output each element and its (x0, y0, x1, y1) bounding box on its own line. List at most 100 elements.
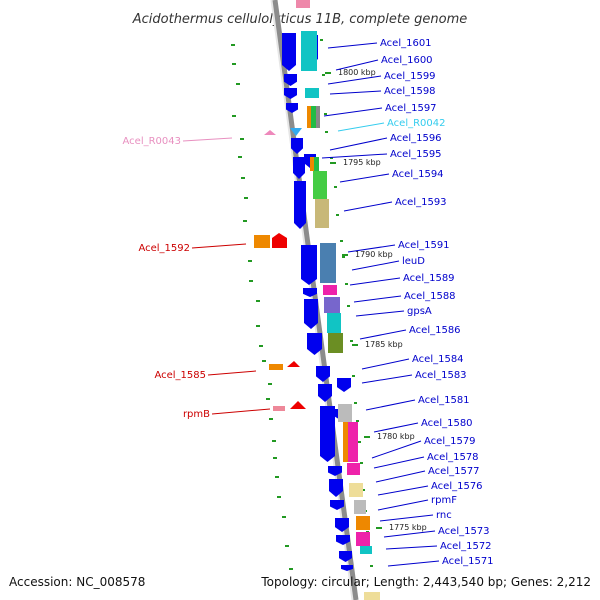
tick-mark (240, 138, 244, 140)
gene-arrow (335, 518, 349, 532)
tick-mark (350, 340, 353, 342)
tick-mark (347, 305, 350, 307)
gene-label: Acel_1579 (424, 436, 476, 447)
kbp-tick (325, 72, 331, 74)
tick-mark (268, 383, 272, 385)
gene-arrow (330, 500, 344, 510)
tick-mark (289, 568, 293, 570)
label-leader-line (323, 107, 383, 117)
category-box (310, 157, 315, 171)
tick-mark (238, 156, 242, 158)
left-feature (272, 233, 287, 248)
tick-mark (342, 256, 345, 258)
tick-mark (320, 39, 323, 41)
category-box (356, 532, 370, 546)
tick-mark (352, 375, 355, 377)
outer-feature-ticks (231, 39, 373, 570)
tick-mark (362, 489, 365, 491)
tick-mark (282, 516, 286, 518)
gene-features (254, 0, 380, 600)
tick-mark (272, 440, 276, 442)
category-box (316, 106, 320, 128)
label-leader-line (321, 153, 388, 159)
gene-label: Acel_1580 (421, 418, 473, 429)
gene-label: rpmB (183, 409, 210, 420)
tick-mark (273, 457, 277, 459)
gene-label: Acel_1599 (384, 71, 436, 82)
gene-label: rnc (436, 510, 452, 521)
label-leader-line (353, 295, 402, 303)
category-box (323, 285, 337, 295)
gene-label: Acel_1597 (385, 103, 437, 114)
gene-arrow (316, 366, 330, 382)
gene-arrow (339, 551, 352, 562)
kbp-tick (342, 254, 348, 256)
category-box (320, 243, 336, 283)
category-box (313, 171, 327, 199)
category-box (364, 592, 380, 600)
tick-mark (334, 186, 337, 188)
gene-arrow (307, 333, 322, 355)
category-box (356, 516, 370, 530)
gene-label: Acel_1581 (418, 395, 470, 406)
category-box (360, 546, 372, 554)
left-feature (264, 130, 276, 135)
label-leader-line (365, 399, 416, 411)
label-leader-line (387, 560, 440, 567)
category-box (349, 483, 363, 497)
gene-arrow (284, 74, 297, 86)
gene-label: Acel_1589 (403, 273, 455, 284)
gene-label: Acel_1596 (390, 133, 442, 144)
tick-mark (269, 418, 273, 420)
gene-label: Acel_1591 (398, 240, 450, 251)
tick-mark (256, 300, 260, 302)
label-leader-line (377, 485, 429, 496)
tick-mark (322, 74, 325, 76)
label-leader-line (373, 456, 425, 469)
gene-arrow (291, 138, 303, 154)
tick-mark (324, 113, 327, 115)
tick-mark (330, 157, 333, 159)
label-leader-line (373, 422, 419, 433)
gene-arrow (337, 378, 351, 392)
gene-label: Acel_1592 (138, 243, 190, 254)
label-leader-line (211, 408, 271, 415)
category-box (348, 422, 358, 462)
kbp-tick (376, 527, 382, 529)
gene-arrow (303, 288, 317, 297)
gene-label: Acel_1583 (415, 370, 467, 381)
label-leader-line (207, 370, 257, 376)
category-box (301, 31, 317, 71)
gene-label: Acel_1593 (395, 197, 447, 208)
left-feature (273, 406, 285, 411)
label-leader-line (191, 243, 247, 249)
gene-labels: Acel_1601 Acel_1600 Acel_1599 Acel_1598 Acel… (123, 38, 494, 567)
gene-label: Acel_1578 (427, 452, 479, 463)
tick-mark (231, 44, 235, 46)
kbp-tick (330, 162, 336, 164)
tick-mark (232, 63, 236, 65)
label-leader-line (329, 90, 382, 95)
category-box (311, 106, 316, 128)
label-leader-line (327, 42, 378, 49)
kbp-label: 1790 kbp (355, 250, 393, 259)
gene-label: Acel_R0043 (123, 136, 182, 147)
gene-arrow (284, 88, 297, 99)
tick-mark (336, 214, 339, 216)
gene-label: gpsA (407, 306, 432, 317)
gene-arrow (286, 103, 298, 113)
gene-label: Acel_1571 (442, 556, 494, 567)
tick-mark (241, 177, 245, 179)
kbp-label: 1800 kbp (338, 68, 376, 77)
label-leader-line (182, 137, 233, 142)
label-leader-line (383, 530, 436, 538)
gene-arrow (328, 466, 342, 476)
label-leader-line (377, 499, 429, 511)
category-box (354, 500, 366, 514)
gene-label: Acel_1595 (390, 149, 442, 160)
label-leader-line (355, 310, 405, 317)
label-leader-line (329, 137, 388, 151)
category-box (296, 0, 310, 8)
tick-mark (345, 283, 348, 285)
tick-mark (248, 260, 252, 262)
